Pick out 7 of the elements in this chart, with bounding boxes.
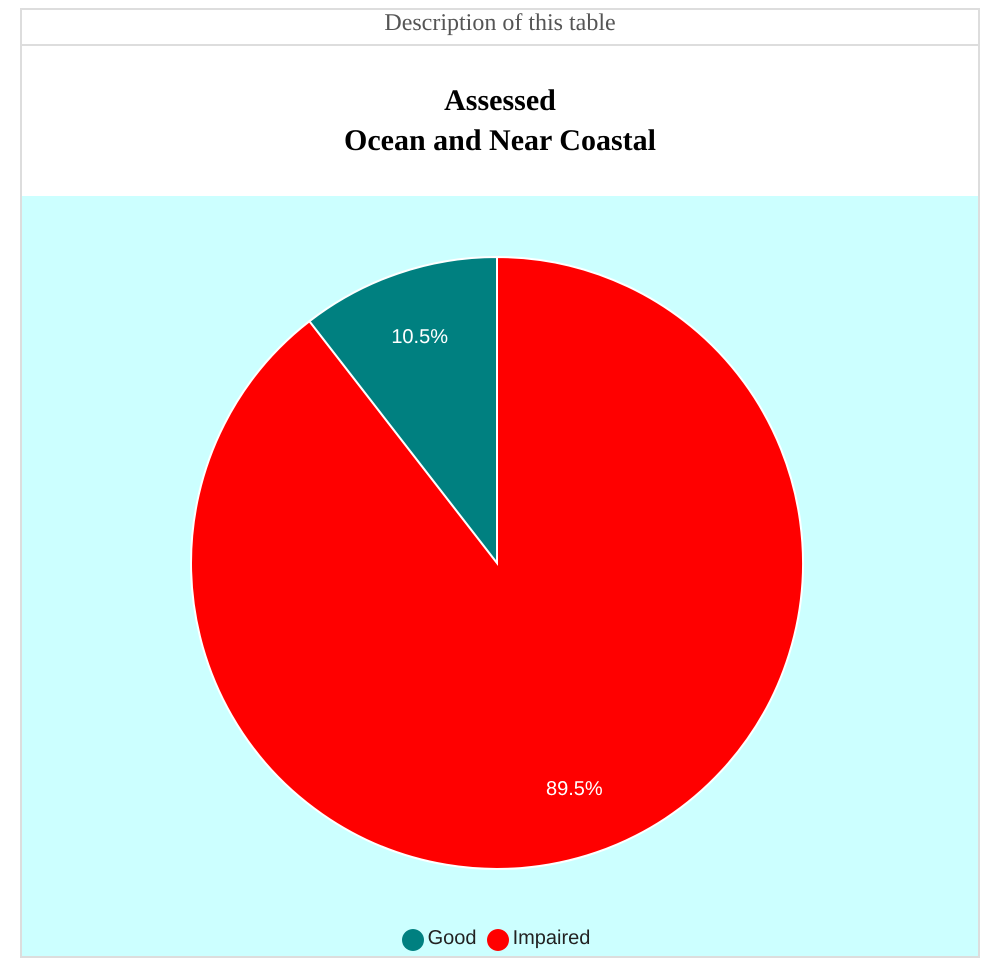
pie-slice — [190, 256, 804, 870]
legend-label: Impaired — [512, 926, 590, 949]
legend-label: Good — [428, 926, 477, 949]
text: Description of this table — [20, 8, 980, 46]
data-label: 10.5% — [391, 326, 448, 348]
data-label: 89.5% — [546, 778, 603, 800]
chart-title: Assessed Ocean and Near Coastal — [344, 83, 656, 159]
